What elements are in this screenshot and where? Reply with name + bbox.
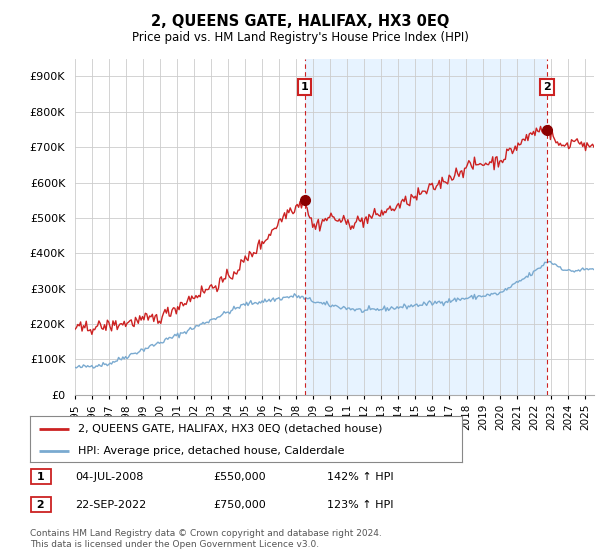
Text: £550,000: £550,000	[213, 472, 266, 482]
Text: Price paid vs. HM Land Registry's House Price Index (HPI): Price paid vs. HM Land Registry's House …	[131, 31, 469, 44]
Text: HPI: Average price, detached house, Calderdale: HPI: Average price, detached house, Cald…	[77, 446, 344, 455]
Text: 2, QUEENS GATE, HALIFAX, HX3 0EQ (detached house): 2, QUEENS GATE, HALIFAX, HX3 0EQ (detach…	[77, 424, 382, 434]
Text: 1: 1	[33, 472, 49, 482]
Text: 2: 2	[33, 500, 49, 510]
Text: 2: 2	[543, 82, 551, 92]
Text: 1: 1	[301, 82, 308, 92]
Text: 123% ↑ HPI: 123% ↑ HPI	[327, 500, 394, 510]
Bar	[305, 59, 547, 395]
Text: Contains HM Land Registry data © Crown copyright and database right 2024.
This d: Contains HM Land Registry data © Crown c…	[30, 529, 382, 549]
Text: 2, QUEENS GATE, HALIFAX, HX3 0EQ: 2, QUEENS GATE, HALIFAX, HX3 0EQ	[151, 14, 449, 29]
Text: 22-SEP-2022: 22-SEP-2022	[75, 500, 146, 510]
Text: 04-JUL-2008: 04-JUL-2008	[75, 472, 143, 482]
Text: £750,000: £750,000	[213, 500, 266, 510]
Text: 142% ↑ HPI: 142% ↑ HPI	[327, 472, 394, 482]
